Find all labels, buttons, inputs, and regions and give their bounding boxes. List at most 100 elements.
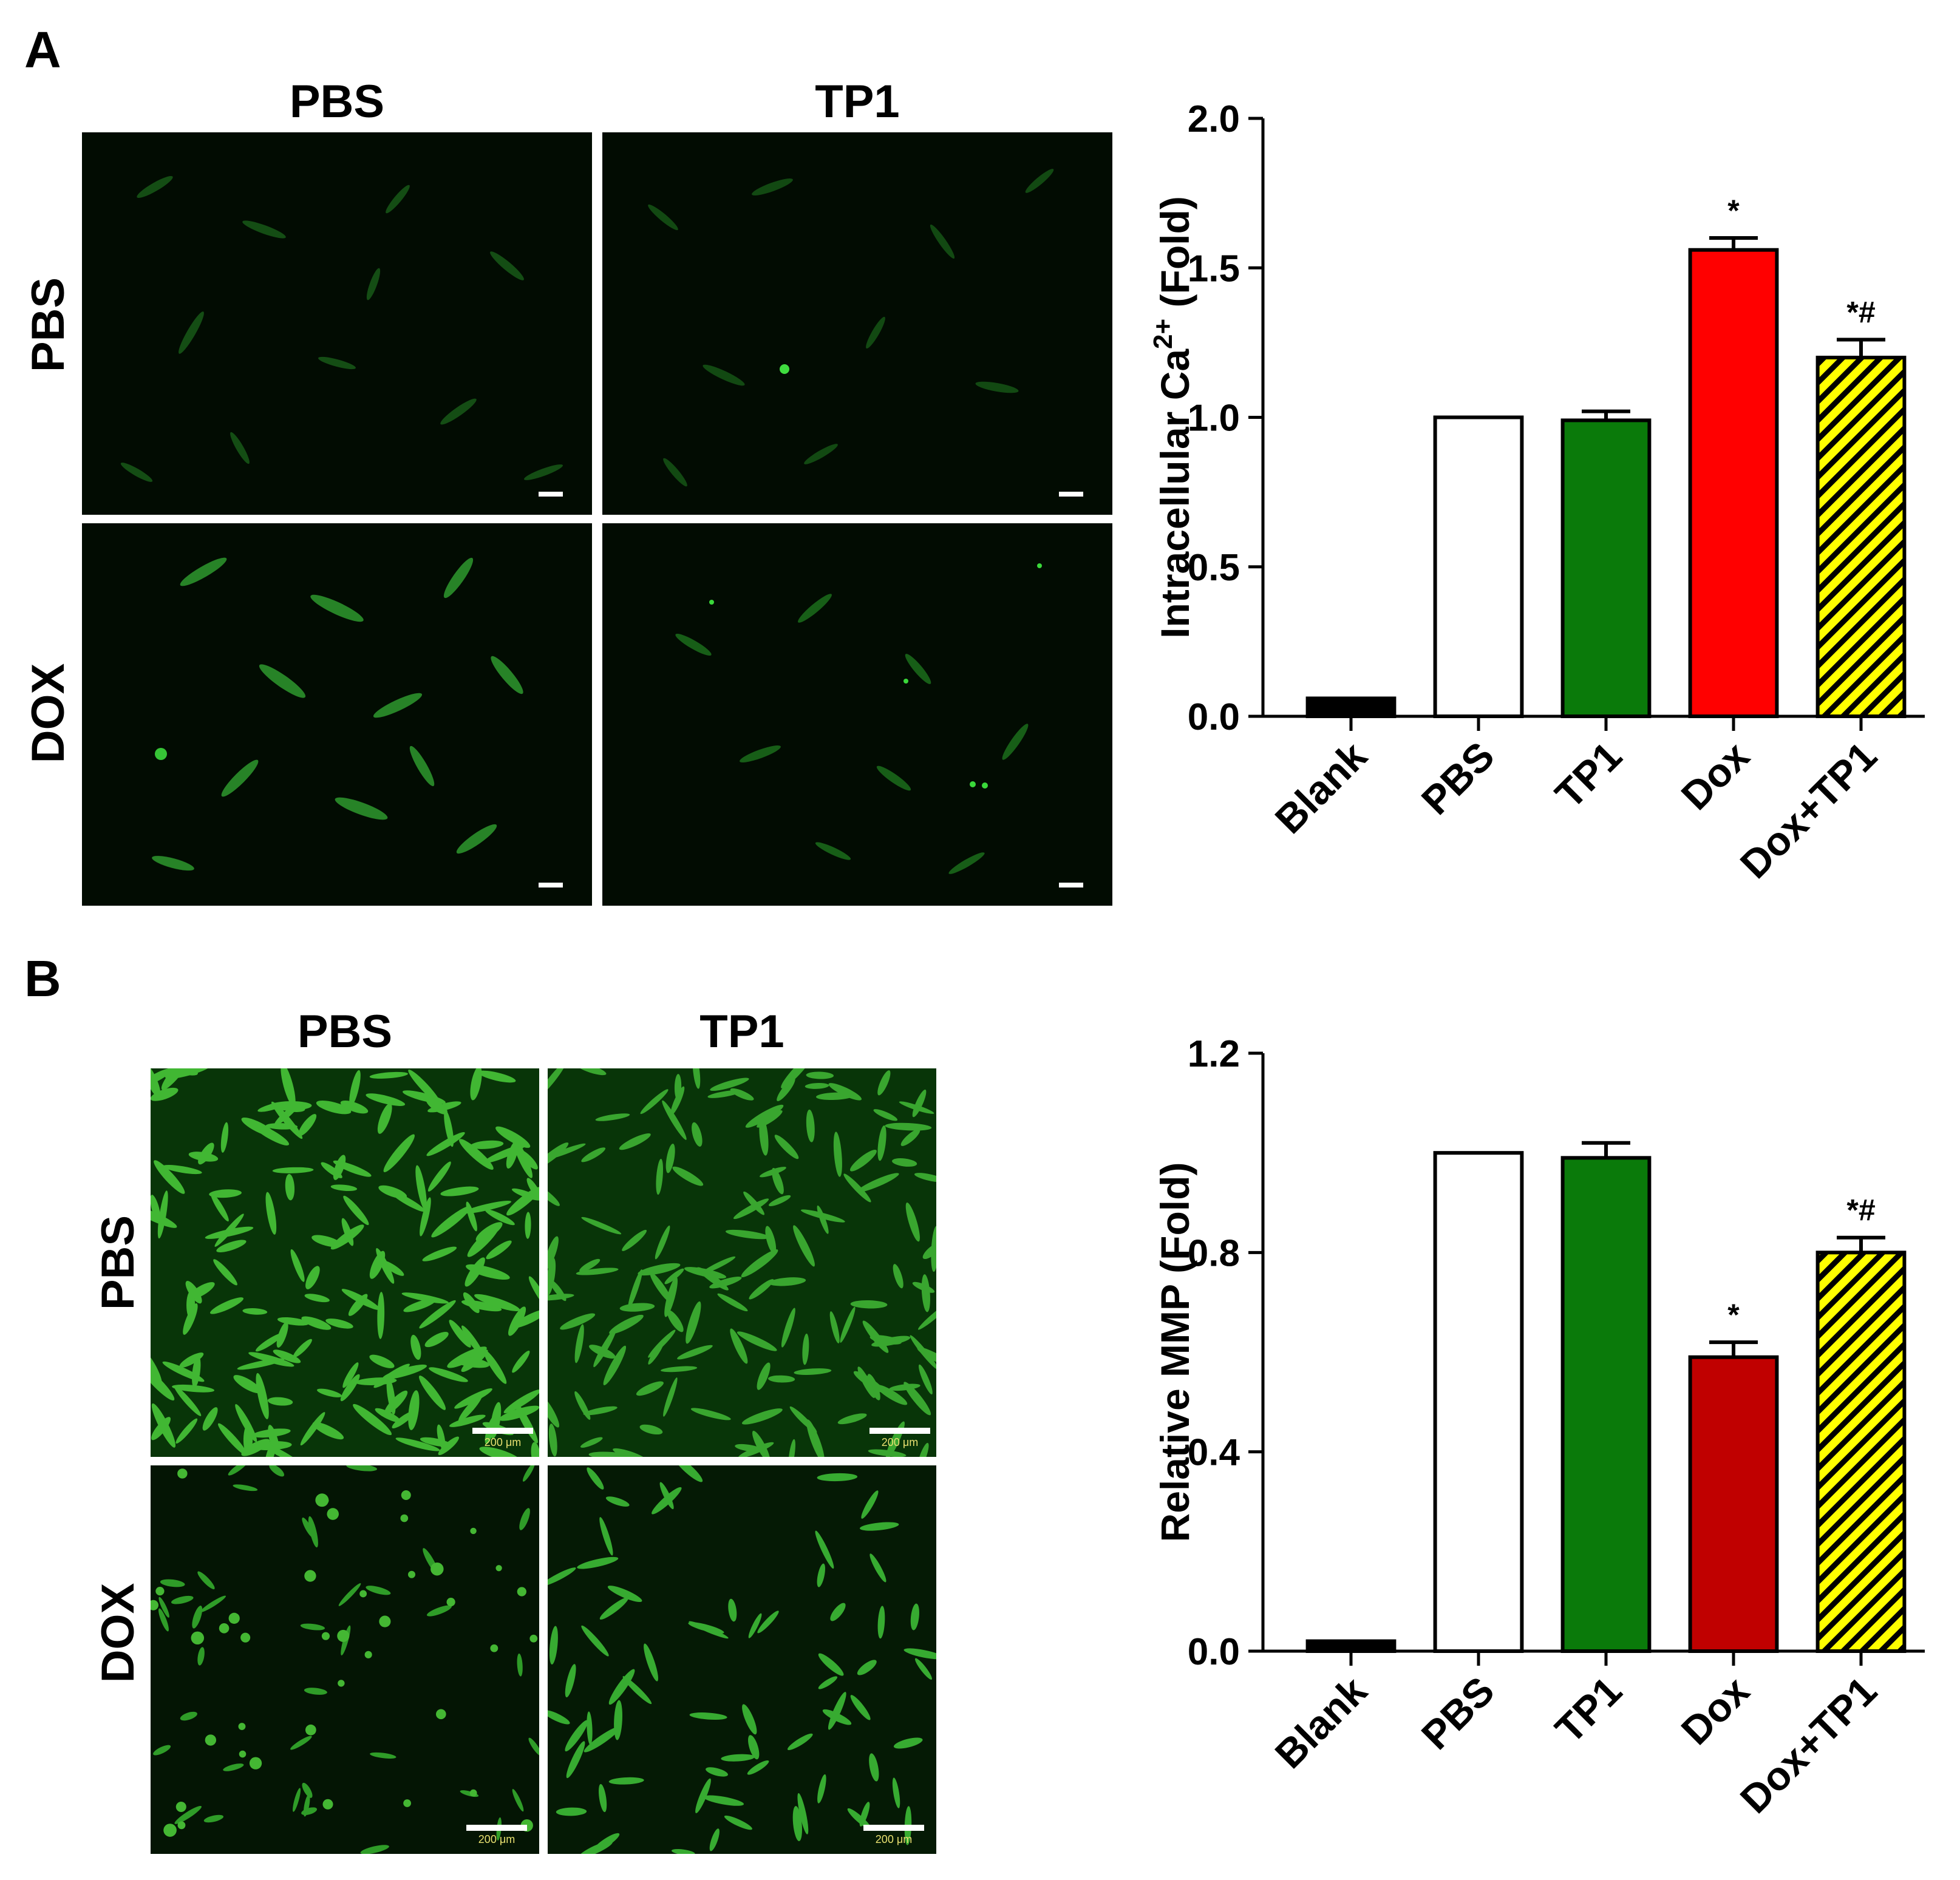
apoptotic-cell-dot: [517, 1587, 526, 1597]
cell-shape: [781, 1308, 795, 1348]
cell-shape: [408, 1390, 420, 1430]
apoptotic-cell-dot: [327, 1508, 339, 1520]
apoptotic-cell-dot: [490, 1644, 499, 1652]
cell-shape: [383, 1134, 415, 1172]
cell-shape: [692, 1068, 701, 1089]
cell-shape: [877, 1606, 885, 1639]
cell-shape: [648, 1329, 676, 1358]
cell-shape: [384, 1390, 408, 1414]
cell-shape: [321, 1162, 342, 1178]
cell-shape: [213, 1259, 237, 1286]
y-tick-label: 1.5: [1188, 248, 1240, 290]
cell-shape: [273, 1349, 301, 1363]
cell-shape: [517, 1653, 523, 1677]
cell-shape: [899, 1101, 934, 1114]
micrograph-b-tp1-dox: 200 μm: [548, 1465, 936, 1854]
cell-shape: [589, 1345, 616, 1359]
scalebar-label-b-tp1-pbs: 200 μm: [881, 1436, 919, 1448]
cell-shape: [579, 1258, 601, 1272]
cell-shape: [828, 1692, 846, 1730]
cell-shape: [860, 1522, 899, 1531]
cell-shape: [242, 1308, 268, 1315]
micrograph-a-pbs-pbs: [82, 132, 592, 515]
cell-shape: [725, 1229, 770, 1240]
cell-shape: [438, 1436, 459, 1456]
cell-shape: [233, 1484, 258, 1491]
cell-shape: [672, 1166, 704, 1186]
cell-shape: [857, 1173, 899, 1193]
y-axis-label: Relative MMP (Fold): [1152, 1162, 1197, 1542]
cell-shape: [209, 1297, 243, 1314]
y-tick-label: 0.4: [1188, 1432, 1240, 1474]
cell-shape: [599, 1517, 613, 1556]
cell-shape: [893, 1264, 903, 1289]
cell-shape: [769, 1277, 806, 1286]
apoptotic-cell-dot: [240, 1632, 251, 1643]
cell-shape: [360, 1845, 389, 1854]
cell-shape: [548, 1142, 569, 1169]
cell-shape: [837, 1413, 867, 1425]
cell-shape: [598, 1783, 607, 1813]
apoptotic-cell-dot: [338, 1680, 345, 1687]
cell-shape: [662, 1100, 687, 1140]
bar-tp1: [1560, 1156, 1652, 1653]
cell-shape: [817, 1774, 826, 1804]
cell-shape: [437, 1424, 446, 1450]
cell-shape: [470, 1140, 504, 1149]
significance-marker: *: [1727, 194, 1740, 228]
cell-shape: [449, 1414, 486, 1427]
cell-shape: [303, 1794, 310, 1817]
cell-shape: [175, 1418, 198, 1444]
cell-shape: [619, 1133, 651, 1150]
cell-shape: [577, 1556, 619, 1569]
apoptotic-cell-dot: [177, 1821, 186, 1830]
x-category-label: Dox: [1672, 733, 1758, 818]
cell-shape: [818, 1653, 844, 1676]
cell-shape: [862, 1320, 889, 1353]
cell-shape: [644, 1643, 658, 1681]
cell-shape: [903, 1382, 931, 1416]
micrograph-a-pbs-pbs-cells: [120, 175, 563, 497]
cell-shape: [566, 1741, 585, 1779]
cell-shape: [840, 1306, 856, 1343]
scalebar-b-pbs-pbs: [472, 1428, 533, 1434]
cell-shape: [375, 1408, 401, 1423]
cell-shape: [312, 1422, 344, 1440]
apoptotic-cell-dot: [400, 1514, 409, 1522]
cell-shape: [674, 1074, 682, 1101]
cell-shape: [308, 1516, 318, 1548]
micrograph-b-pbs-dox-cells: [151, 1465, 539, 1854]
cell-shape: [158, 1597, 169, 1618]
micrograph-a-tp1-pbs-cells: [648, 169, 1083, 497]
cell-shape: [797, 1793, 809, 1834]
cell-shape: [243, 1424, 253, 1454]
cell-shape: [203, 1814, 224, 1823]
cell-shape: [707, 1090, 741, 1098]
cell-shape: [833, 1132, 842, 1177]
cell-shape: [922, 1242, 936, 1260]
cell-shape: [223, 1763, 244, 1771]
cell-shape: [479, 1447, 520, 1457]
micrograph-a-pbs-dox-cells: [152, 557, 563, 887]
cell-shape: [614, 1700, 622, 1740]
cell-shape: [873, 1109, 898, 1121]
cell-shape: [802, 1333, 809, 1365]
cell-shape: [474, 1294, 520, 1311]
cell-shape: [162, 1361, 205, 1382]
scalebar-b-pbs-dox: [466, 1825, 527, 1831]
cell-shape: [565, 1720, 588, 1752]
cell-shape: [772, 1167, 784, 1195]
cell-shape: [587, 1711, 593, 1745]
cell-shape: [209, 1189, 242, 1198]
cell-shape: [843, 1173, 871, 1203]
cell-shape: [444, 1110, 454, 1147]
cell-shape: [301, 1807, 318, 1816]
cell-shape: [395, 1437, 440, 1451]
y-tick-label: 0.5: [1188, 547, 1240, 589]
apoptotic-cell-dot: [163, 1824, 177, 1837]
cell-shape: [619, 1303, 655, 1312]
cell-shape: [760, 1167, 786, 1178]
cell-shape: [560, 1313, 596, 1330]
cell-shape: [346, 1465, 378, 1471]
row-label-dox-b: DOX: [92, 1583, 144, 1683]
